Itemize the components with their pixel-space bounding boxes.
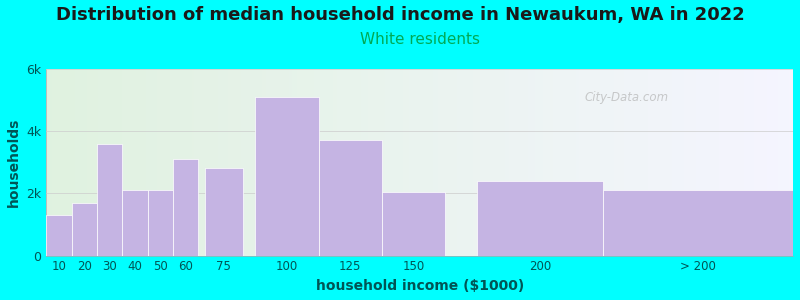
Y-axis label: households: households [7, 118, 21, 207]
Bar [603, 190, 793, 256]
Text: Distribution of median household income in Newaukum, WA in 2022: Distribution of median household income … [56, 6, 744, 24]
Text: City-Data.com: City-Data.com [584, 91, 668, 104]
Bar [46, 215, 72, 256]
Bar [148, 190, 173, 256]
Title: White residents: White residents [360, 32, 480, 47]
Bar [173, 159, 198, 256]
Bar [477, 181, 603, 256]
Bar [255, 97, 318, 256]
X-axis label: household income ($1000): household income ($1000) [316, 279, 524, 293]
Bar [318, 140, 382, 256]
Bar [97, 144, 122, 256]
Bar [122, 190, 148, 256]
Bar [205, 169, 242, 256]
Bar [382, 192, 445, 256]
Bar [72, 203, 97, 256]
